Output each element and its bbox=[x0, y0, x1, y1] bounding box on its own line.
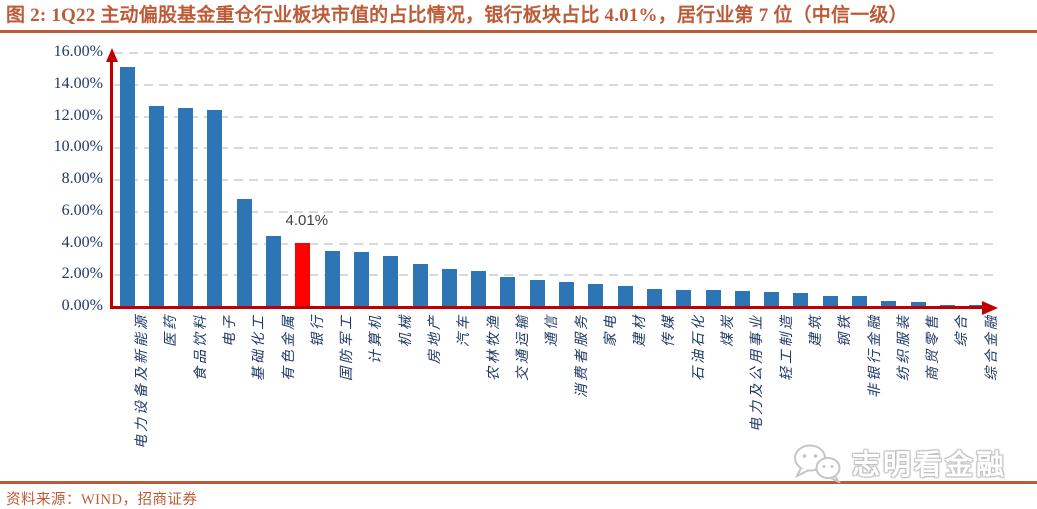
source-note: 资料来源：WIND，招商证券 bbox=[6, 492, 198, 508]
gridline-10pct bbox=[114, 147, 994, 150]
x-axis bbox=[110, 305, 984, 309]
highlight-value-label: 4.01% bbox=[285, 212, 329, 229]
y-tick-label: 0.00% bbox=[61, 297, 103, 314]
y-tick-label: 12.00% bbox=[53, 106, 103, 124]
bar-国防军工 bbox=[324, 251, 340, 307]
bar-建筑 bbox=[793, 292, 809, 307]
gridline-2pct bbox=[114, 274, 994, 277]
plot-area: 4.01% 电力设备及新能源 医药 食品饮料 电子 基础化工 有色金属 银行 国防军工 计算机机… bbox=[105, 48, 1000, 449]
bar-钢铁 bbox=[822, 295, 838, 307]
bar-家电 bbox=[588, 283, 604, 307]
bar-农林牧渔 bbox=[471, 270, 487, 307]
watermark: 志明看金融 bbox=[792, 443, 1007, 483]
bar-房地产 bbox=[412, 264, 428, 307]
bar-食品饮料 bbox=[178, 107, 194, 307]
y-axis-arrow-icon bbox=[105, 48, 118, 62]
bar-基础化工 bbox=[236, 199, 252, 307]
gridline-16pct bbox=[114, 52, 994, 54]
bar-石油石化 bbox=[676, 289, 692, 307]
y-tick-label: 2.00% bbox=[61, 265, 103, 283]
gridline-4pct bbox=[114, 242, 994, 245]
bar-医药 bbox=[148, 106, 164, 307]
gridline-12pct bbox=[114, 115, 994, 118]
gridline-6pct bbox=[114, 210, 994, 213]
bar-非银行金融 bbox=[852, 295, 867, 307]
title-divider bbox=[0, 30, 1037, 33]
bar-建材 bbox=[617, 286, 633, 307]
bar-电子 bbox=[207, 110, 223, 307]
bar-煤炭 bbox=[705, 290, 721, 307]
bar-轻工制造 bbox=[764, 291, 780, 307]
gridline-14pct bbox=[114, 83, 994, 86]
bar-交通运输 bbox=[500, 276, 516, 307]
bar-机械 bbox=[383, 256, 399, 307]
y-tick-label: 4.00% bbox=[61, 233, 103, 251]
gridline-8pct bbox=[114, 179, 994, 181]
x-axis-arrow-icon bbox=[982, 300, 998, 315]
y-tick-label: 14.00% bbox=[53, 74, 103, 92]
y-tick-label: 10.00% bbox=[53, 138, 103, 156]
bar-银行 bbox=[295, 243, 311, 307]
footer-divider bbox=[0, 481, 1037, 484]
y-tick-label: 6.00% bbox=[61, 201, 103, 219]
wechat-icon bbox=[793, 444, 841, 483]
bar-电力设备及新能源 bbox=[119, 67, 135, 307]
bar-计算机 bbox=[353, 252, 369, 307]
bar-电力及公用事业 bbox=[734, 291, 750, 307]
bar-消费者服务 bbox=[559, 282, 574, 307]
bar-有色金属 bbox=[266, 235, 281, 307]
bar-传媒 bbox=[646, 288, 662, 307]
y-tick-label: 8.00% bbox=[61, 170, 103, 187]
bar-汽车 bbox=[441, 268, 457, 307]
y-tick-label: 16.00% bbox=[53, 43, 103, 60]
y-axis bbox=[110, 61, 113, 307]
bar-商贸零售 bbox=[910, 302, 926, 307]
bar-通信 bbox=[529, 280, 545, 307]
watermark-text: 志明看金融 bbox=[851, 450, 1007, 481]
figure-title: 图 2: 1Q22 主动偏股基金重仓行业板块市值的占比情况，银行板块占比 4.0… bbox=[6, 5, 908, 26]
bar-纺织服装 bbox=[881, 300, 897, 307]
